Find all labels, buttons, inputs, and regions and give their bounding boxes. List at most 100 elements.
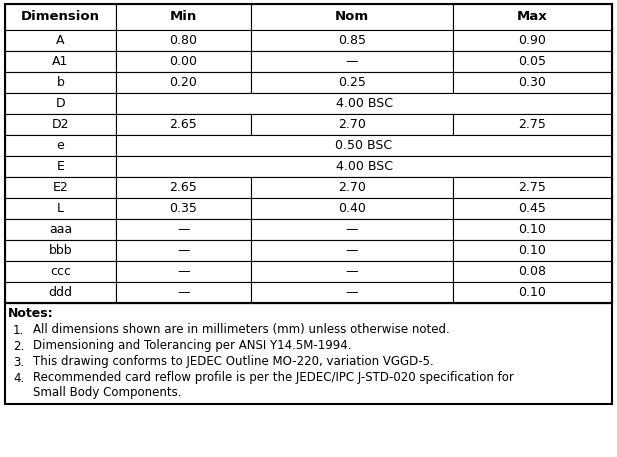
Bar [5, 51, 116, 72]
Text: 0.30: 0.30 [518, 76, 547, 89]
Text: Recommended card reflow profile is per the JEDEC/IPC J-STD-020 specification for: Recommended card reflow profile is per t… [33, 372, 514, 384]
Bar [116, 219, 251, 240]
Text: —: — [177, 265, 189, 278]
Bar [116, 198, 251, 219]
Text: Dimension: Dimension [21, 11, 100, 23]
Text: 0.20: 0.20 [170, 76, 197, 89]
Bar [5, 93, 116, 114]
Bar [5, 219, 116, 240]
Bar [5, 156, 116, 177]
Bar [116, 114, 251, 135]
Bar [116, 282, 251, 303]
Text: Small Body Components.: Small Body Components. [33, 386, 181, 399]
Bar [5, 240, 116, 261]
Text: 2.70: 2.70 [338, 118, 366, 131]
Bar [453, 177, 612, 198]
Text: 4.: 4. [13, 372, 24, 384]
Text: —: — [346, 55, 358, 68]
Text: 0.10: 0.10 [518, 244, 547, 257]
Bar [453, 51, 612, 72]
Bar [251, 30, 453, 51]
Text: Min: Min [170, 11, 197, 23]
Bar [5, 198, 116, 219]
Bar [5, 72, 116, 93]
Bar [5, 4, 116, 30]
Text: 0.08: 0.08 [518, 265, 547, 278]
Bar [116, 261, 251, 282]
Bar [453, 30, 612, 51]
Bar [251, 240, 453, 261]
Text: 2.65: 2.65 [170, 181, 197, 194]
Text: D: D [56, 97, 65, 110]
Text: 0.85: 0.85 [338, 34, 366, 47]
Text: —: — [177, 223, 189, 236]
Bar [251, 72, 453, 93]
Text: 2.70: 2.70 [338, 181, 366, 194]
Bar [5, 177, 116, 198]
Text: b: b [57, 76, 65, 89]
Text: 0.40: 0.40 [338, 202, 366, 215]
Bar [116, 72, 251, 93]
Text: 0.00: 0.00 [170, 55, 197, 68]
Bar [251, 51, 453, 72]
Text: 2.: 2. [13, 340, 24, 352]
Text: 0.10: 0.10 [518, 286, 547, 299]
Text: Dimensioning and Tolerancing per ANSI Y14.5M-1994.: Dimensioning and Tolerancing per ANSI Y1… [33, 340, 352, 352]
Bar [5, 4, 612, 303]
Text: 0.90: 0.90 [518, 34, 547, 47]
Text: 0.05: 0.05 [518, 55, 547, 68]
Bar [116, 240, 251, 261]
Bar [453, 282, 612, 303]
Bar [453, 72, 612, 93]
Text: —: — [346, 244, 358, 257]
Text: A: A [56, 34, 65, 47]
Text: 2.75: 2.75 [518, 118, 547, 131]
Bar [251, 114, 453, 135]
Bar [5, 282, 116, 303]
Bar [251, 177, 453, 198]
Text: 0.10: 0.10 [518, 223, 547, 236]
Bar [5, 261, 116, 282]
Bar [251, 261, 453, 282]
Text: —: — [346, 223, 358, 236]
Text: —: — [346, 286, 358, 299]
Text: 4.00 BSC: 4.00 BSC [336, 97, 392, 110]
Text: 4.00 BSC: 4.00 BSC [336, 160, 392, 173]
Text: Max: Max [517, 11, 548, 23]
Bar [453, 219, 612, 240]
Text: —: — [346, 265, 358, 278]
Text: 2.75: 2.75 [518, 181, 547, 194]
Text: —: — [177, 286, 189, 299]
Bar [5, 114, 116, 135]
Text: aaa: aaa [49, 223, 72, 236]
Bar [5, 135, 116, 156]
Bar [453, 198, 612, 219]
Text: 3.: 3. [13, 356, 24, 368]
Bar [251, 219, 453, 240]
Bar [116, 4, 251, 30]
Text: A1: A1 [52, 55, 68, 68]
Bar [453, 240, 612, 261]
Bar [116, 156, 612, 177]
Bar [5, 303, 612, 404]
Bar [116, 177, 251, 198]
Text: Nom: Nom [335, 11, 369, 23]
Bar [5, 30, 116, 51]
Bar [116, 51, 251, 72]
Bar [116, 93, 612, 114]
Text: 0.80: 0.80 [170, 34, 197, 47]
Text: ccc: ccc [50, 265, 71, 278]
Bar [116, 30, 251, 51]
Text: —: — [177, 244, 189, 257]
Bar [251, 4, 453, 30]
Text: E2: E2 [52, 181, 68, 194]
Text: bbb: bbb [49, 244, 72, 257]
Text: L: L [57, 202, 64, 215]
Bar [5, 4, 612, 303]
Bar [453, 261, 612, 282]
Bar [251, 198, 453, 219]
Text: e: e [57, 139, 64, 152]
Text: 1.: 1. [13, 324, 24, 336]
Text: ddd: ddd [49, 286, 73, 299]
Text: 0.35: 0.35 [170, 202, 197, 215]
